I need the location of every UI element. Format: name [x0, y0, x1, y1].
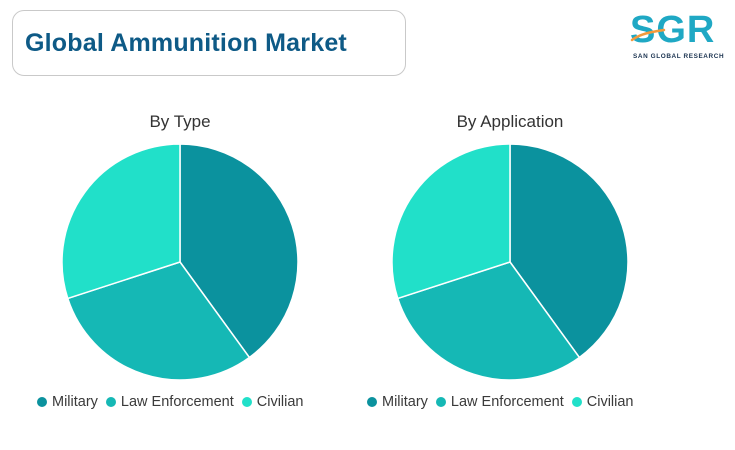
legend-by-type: Military Law Enforcement Civilian: [37, 394, 304, 410]
legend-item-law-enforcement: Law Enforcement: [435, 394, 564, 410]
chart-title-by-type: By Type: [149, 112, 211, 131]
legend-item-civilian: Civilian: [571, 394, 634, 410]
legend-item-military: Military: [37, 394, 98, 410]
title-box: Global Ammunition Market: [12, 10, 406, 76]
pie-slice-military: [509, 143, 629, 359]
legend-label: Civilian: [256, 394, 304, 410]
pie-chart-by-application: [391, 143, 629, 381]
pie-chart-by-type: [61, 143, 299, 381]
sgr-logo: SGR SAN GLOBAL RESEARCH: [630, 9, 726, 62]
page-title: Global Ammunition Market: [25, 28, 347, 57]
logo-swoosh-icon: [630, 28, 666, 42]
legend-item-law-enforcement: Law Enforcement: [105, 394, 234, 410]
legend-label: Military: [382, 394, 428, 410]
pie-slice-civilian: [391, 143, 511, 300]
pie-slice-law-enforcement: [396, 261, 581, 381]
legend-label: Law Enforcement: [120, 394, 234, 410]
chart-title-by-application: By Application: [456, 112, 564, 131]
legend-swatch: [435, 397, 446, 407]
legend-swatch: [241, 397, 252, 407]
legend-swatch: [367, 397, 377, 407]
legend-by-application: Military Law Enforcement Civilian: [367, 394, 634, 410]
legend-label: Law Enforcement: [450, 394, 564, 410]
legend-item-military: Military: [367, 394, 428, 410]
logo-subtitle: SAN GLOBAL RESEARCH: [633, 53, 725, 60]
pie-slice-military: [179, 143, 299, 359]
pie-slice-civilian: [61, 143, 181, 300]
legend-swatch: [37, 397, 47, 407]
legend-swatch: [105, 397, 116, 407]
legend-swatch: [571, 397, 582, 407]
legend-label: Military: [52, 394, 98, 410]
legend-label: Civilian: [586, 394, 634, 410]
pie-slice-law-enforcement: [66, 261, 251, 381]
legend-item-civilian: Civilian: [241, 394, 304, 410]
logo-mark: SGR: [630, 9, 716, 51]
